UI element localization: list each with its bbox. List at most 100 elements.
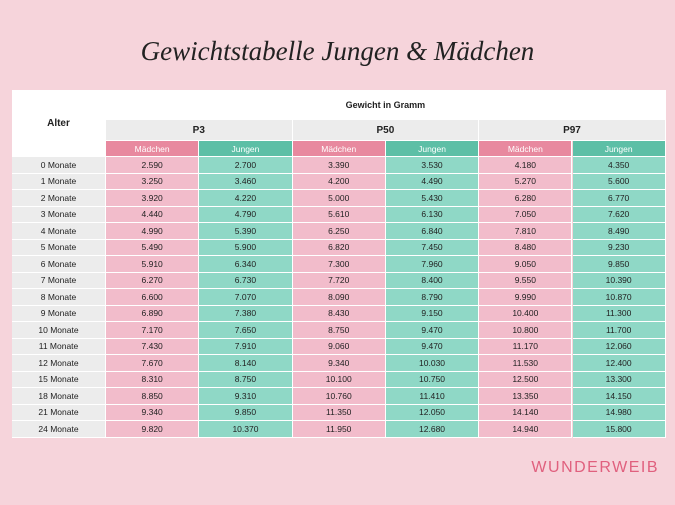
weight-cell: 6.770 bbox=[572, 190, 666, 207]
weight-cell: 3.920 bbox=[106, 190, 200, 207]
weight-cell: 7.170 bbox=[106, 322, 200, 339]
sub-header: Jungen bbox=[199, 141, 293, 157]
weight-cell: 9.050 bbox=[479, 256, 573, 273]
weight-cell: 14.140 bbox=[479, 404, 573, 421]
weight-cell: 11.410 bbox=[385, 388, 480, 405]
weight-cell: 7.670 bbox=[106, 355, 200, 372]
weight-cell: 2.700 bbox=[199, 157, 293, 174]
weight-cell: 6.820 bbox=[292, 239, 386, 256]
weight-cell: 7.650 bbox=[199, 322, 293, 339]
sub-header: Jungen bbox=[572, 141, 666, 157]
weight-cell: 8.430 bbox=[292, 305, 386, 322]
age-cell: 3 Monate bbox=[12, 206, 106, 223]
weight-cell: 10.030 bbox=[385, 355, 480, 372]
weight-cell: 10.400 bbox=[479, 305, 573, 322]
weight-cell: 7.070 bbox=[199, 289, 293, 306]
weight-cell: 5.430 bbox=[385, 190, 480, 207]
weight-cell: 14.940 bbox=[479, 421, 573, 438]
weight-cell: 9.850 bbox=[572, 256, 666, 273]
weight-cell: 2.590 bbox=[106, 157, 200, 174]
weight-cell: 6.270 bbox=[106, 272, 200, 289]
weight-cell: 8.750 bbox=[199, 371, 293, 388]
weight-cell: 3.530 bbox=[385, 157, 480, 174]
weight-cell: 7.960 bbox=[385, 256, 480, 273]
weight-cell: 10.750 bbox=[385, 371, 480, 388]
age-cell: 15 Monate bbox=[12, 371, 106, 388]
weight-cell: 5.000 bbox=[292, 190, 386, 207]
age-cell: 11 Monate bbox=[12, 338, 106, 355]
weight-cell: 5.600 bbox=[572, 173, 666, 190]
weight-cell: 4.200 bbox=[292, 173, 386, 190]
weight-cell: 9.060 bbox=[292, 338, 386, 355]
age-cell: 8 Monate bbox=[12, 289, 106, 306]
weight-cell: 6.340 bbox=[199, 256, 293, 273]
weight-cell: 12.500 bbox=[479, 371, 573, 388]
weight-cell: 7.620 bbox=[572, 206, 666, 223]
weight-cell: 5.490 bbox=[106, 239, 200, 256]
sub-header: Mädchen bbox=[106, 141, 200, 157]
weight-cell: 12.680 bbox=[385, 421, 480, 438]
weight-cell: 4.490 bbox=[385, 173, 480, 190]
weight-cell: 5.610 bbox=[292, 206, 386, 223]
age-cell: 12 Monate bbox=[12, 355, 106, 372]
weight-cell: 14.150 bbox=[572, 388, 666, 405]
weight-cell: 9.990 bbox=[479, 289, 573, 306]
weight-cell: 11.700 bbox=[572, 322, 666, 339]
weight-cell: 14.980 bbox=[572, 404, 666, 421]
weight-cell: 9.230 bbox=[572, 239, 666, 256]
weight-cell: 5.900 bbox=[199, 239, 293, 256]
weight-cell: 5.910 bbox=[106, 256, 200, 273]
sub-header: Mädchen bbox=[292, 141, 386, 157]
age-cell: 7 Monate bbox=[12, 272, 106, 289]
weight-cell: 13.350 bbox=[479, 388, 573, 405]
weight-cell: 9.550 bbox=[479, 272, 573, 289]
weight-cell: 3.390 bbox=[292, 157, 386, 174]
age-cell: 9 Monate bbox=[12, 305, 106, 322]
weight-cell: 4.790 bbox=[199, 206, 293, 223]
age-cell: 6 Monate bbox=[12, 256, 106, 273]
weight-cell: 10.370 bbox=[199, 421, 293, 438]
weight-cell: 11.350 bbox=[292, 404, 386, 421]
weight-cell: 7.450 bbox=[385, 239, 480, 256]
weight-cell: 8.790 bbox=[385, 289, 480, 306]
weight-cell: 9.850 bbox=[199, 404, 293, 421]
weight-cell: 4.350 bbox=[572, 157, 666, 174]
weight-cell: 8.480 bbox=[479, 239, 573, 256]
weight-cell: 10.390 bbox=[572, 272, 666, 289]
weight-cell: 9.470 bbox=[385, 322, 480, 339]
age-cell: 18 Monate bbox=[12, 388, 106, 405]
weight-cell: 7.300 bbox=[292, 256, 386, 273]
weight-cell: 8.090 bbox=[292, 289, 386, 306]
weight-cell: 6.600 bbox=[106, 289, 200, 306]
weight-cell: 3.250 bbox=[106, 173, 200, 190]
weight-cell: 11.170 bbox=[479, 338, 573, 355]
sub-header: Mädchen bbox=[479, 141, 573, 157]
title: Gewichtstabelle Jungen & Mädchen bbox=[140, 36, 535, 66]
weight-cell: 8.750 bbox=[292, 322, 386, 339]
weight-cell: 6.250 bbox=[292, 223, 386, 240]
weight-cell: 9.150 bbox=[385, 305, 480, 322]
weight-cell: 11.950 bbox=[292, 421, 386, 438]
age-cell: 0 Monate bbox=[12, 157, 106, 174]
age-cell: 21 Monate bbox=[12, 404, 106, 421]
weight-cell: 7.910 bbox=[199, 338, 293, 355]
weight-cell: 4.990 bbox=[106, 223, 200, 240]
weight-cell: 4.180 bbox=[479, 157, 573, 174]
age-cell: 1 Monate bbox=[12, 173, 106, 190]
weight-cell: 8.850 bbox=[106, 388, 200, 405]
weight-cell: 6.730 bbox=[199, 272, 293, 289]
weight-cell: 7.810 bbox=[479, 223, 573, 240]
weight-cell: 10.100 bbox=[292, 371, 386, 388]
weight-cell: 12.400 bbox=[572, 355, 666, 372]
weight-cell: 9.820 bbox=[106, 421, 200, 438]
age-cell: 5 Monate bbox=[12, 239, 106, 256]
weight-cell: 9.470 bbox=[385, 338, 480, 355]
percentile-header: P50 bbox=[292, 120, 480, 141]
percentile-header: P97 bbox=[479, 120, 666, 141]
weight-cell: 15.800 bbox=[572, 421, 666, 438]
weight-cell: 3.460 bbox=[199, 173, 293, 190]
age-cell: 4 Monate bbox=[12, 223, 106, 240]
weight-cell: 6.130 bbox=[385, 206, 480, 223]
weight-cell: 9.310 bbox=[199, 388, 293, 405]
